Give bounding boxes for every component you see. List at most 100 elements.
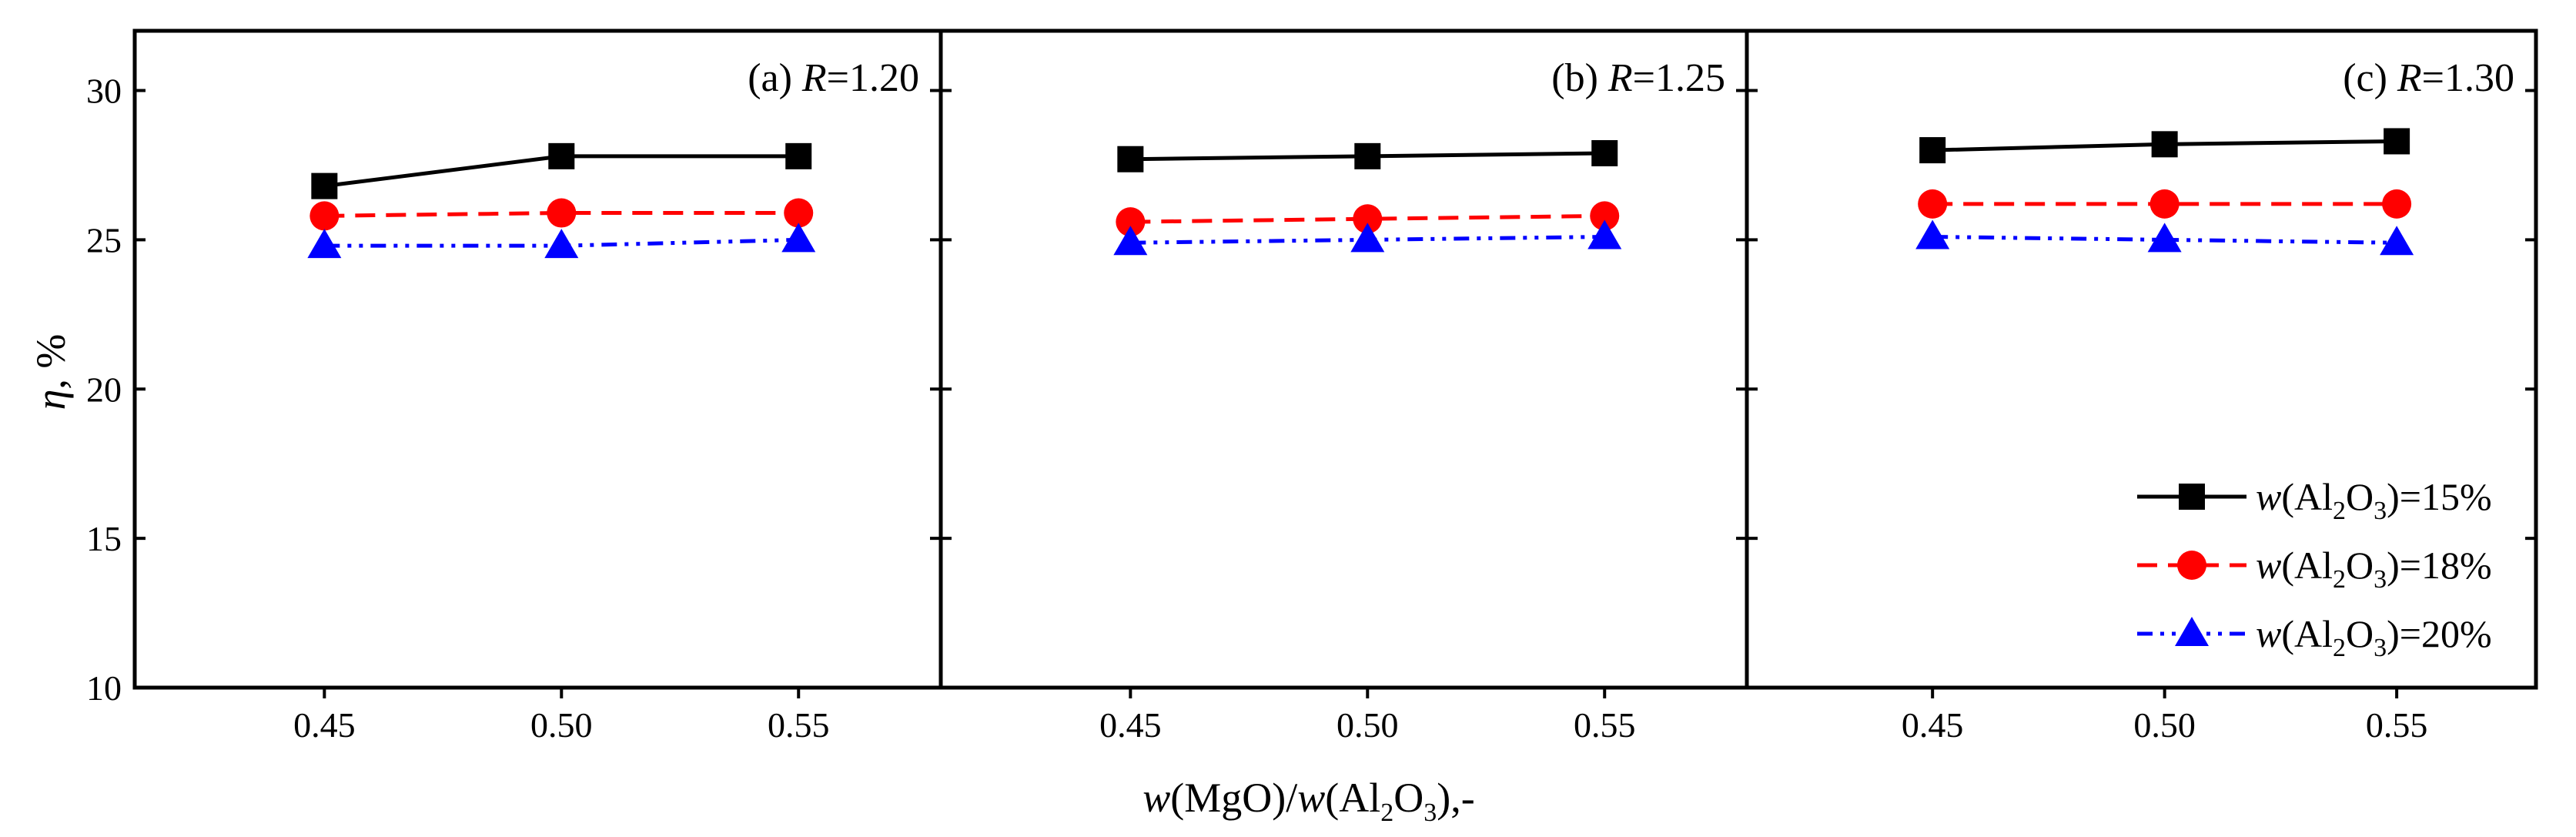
legend-label-part: )=20% <box>2387 612 2492 655</box>
data-point-series-2 <box>547 198 577 228</box>
data-point-series-3 <box>2147 223 2182 253</box>
panel-label-letter: (b) <box>1551 56 1608 100</box>
y-axis-tick-labels: 10 15 20 25 30 <box>86 72 122 708</box>
y-tick-label: 20 <box>86 370 122 409</box>
legend-label-part: w <box>2256 612 2281 655</box>
legend-label: w(Al2O3)=15% <box>2256 475 2492 525</box>
data-point-series-1 <box>548 142 575 169</box>
data-point-series-3 <box>781 223 816 253</box>
legend-label-part: )=18% <box>2387 544 2492 587</box>
x-tick-label: 0.50 <box>530 705 593 745</box>
legend-label-part: 3 <box>2374 634 2387 662</box>
plot-frame <box>1745 28 2538 690</box>
plot-frame <box>132 28 943 690</box>
series-line-2 <box>324 211 799 218</box>
data-point-series-3 <box>1350 223 1385 253</box>
x-tick-label: 0.55 <box>1574 705 1636 745</box>
data-point-series-2 <box>784 198 814 228</box>
panel-label-value: =1.30 <box>2422 56 2514 100</box>
legend-label: w(Al2O3)=20% <box>2256 612 2492 662</box>
legend-label-part: O <box>2346 612 2374 655</box>
panel-label-value: =1.25 <box>1633 56 1725 100</box>
y-tick-label: 15 <box>86 519 122 558</box>
data-point-series-1 <box>1117 146 1144 172</box>
legend-marker <box>2175 617 2209 646</box>
y-tick-label: 30 <box>86 72 122 111</box>
panel-label: (a) R=1.20 <box>748 56 919 100</box>
legend-marker <box>2177 551 2206 580</box>
y-axis-unit: , % <box>28 334 74 390</box>
legend-label-part: 2 <box>2333 497 2346 525</box>
panel-label-letter: (a) <box>748 56 802 100</box>
series-line-2 <box>1130 213 1605 224</box>
legend-label-part: O <box>2346 475 2374 518</box>
panel-label-value: =1.20 <box>827 56 919 100</box>
data-point-series-3 <box>1915 219 1950 249</box>
panel-label: (c) R=1.30 <box>2343 56 2514 100</box>
legend-label-part: (Al <box>2281 612 2333 655</box>
data-point-series-2 <box>1918 189 1948 219</box>
legend-label-part: O <box>2346 544 2374 587</box>
x-tick-label: 0.50 <box>2133 705 2196 745</box>
panel-label-letter: (c) <box>2343 56 2397 100</box>
legend-label-part: 2 <box>2333 565 2346 594</box>
data-point-series-3 <box>2380 226 2414 256</box>
y-axis-title: η, % <box>28 334 74 410</box>
legend-item-2: w(Al2O3)=18% <box>2137 544 2492 594</box>
panel-b: 0.45 0.50 0.55 (b) R=1.25 <box>938 28 1749 745</box>
x-tick-label: 0.45 <box>293 705 356 745</box>
data-point-series-1 <box>1354 142 1381 169</box>
x-axis-title-sub2: 3 <box>1423 798 1437 827</box>
y-axis-symbol: η <box>28 390 74 410</box>
legend-label-part: (Al <box>2281 544 2333 587</box>
legend: w(Al2O3)=15%w(Al2O3)=18%w(Al2O3)=20% <box>2137 475 2492 662</box>
x-tick-label: 0.45 <box>1902 705 1964 745</box>
data-point-series-1 <box>785 142 812 169</box>
legend-item-3: w(Al2O3)=20% <box>2137 612 2492 662</box>
legend-label-part: 2 <box>2333 634 2346 662</box>
legend-label-part: 3 <box>2374 497 2387 525</box>
data-point-series-2 <box>2149 189 2180 219</box>
x-axis-title-w2: w <box>1297 775 1325 821</box>
data-point-series-3 <box>307 229 342 259</box>
x-axis-title-sub1: 2 <box>1380 798 1393 827</box>
x-axis-title-p3: O <box>1393 775 1423 821</box>
x-tick-label: 0.55 <box>2366 705 2428 745</box>
legend-label-part: 3 <box>2374 565 2387 594</box>
data-point-series-3 <box>544 229 579 259</box>
data-point-series-2 <box>1116 207 1146 237</box>
x-axis-title-w1: w <box>1142 775 1170 821</box>
data-point-series-2 <box>2382 189 2412 219</box>
panels: 0.45 0.50 0.55(a) R=1.200.45 0.50 0.55(b) R=… <box>132 28 2538 745</box>
panel-label: (b) R=1.25 <box>1551 56 1725 100</box>
data-point-series-1 <box>311 172 338 199</box>
data-point-series-1 <box>2151 131 2178 158</box>
panel-a: 0.45 0.50 0.55 (a) R=1.20 <box>132 28 943 745</box>
panel-c: 0.45 0.50 0.55 (c) R=1.30 <box>1745 28 2538 745</box>
legend-label-part: w <box>2256 544 2281 587</box>
plot-frame <box>938 28 1749 690</box>
x-tick-label: 0.55 <box>768 705 830 745</box>
data-point-series-1 <box>1591 139 1618 166</box>
x-axis-title-p1: (MgO)/ <box>1170 775 1297 821</box>
legend-marker <box>2179 484 2205 510</box>
data-point-series-2 <box>1353 204 1383 234</box>
data-point-series-3 <box>1587 219 1622 249</box>
legend-label-part: )=15% <box>2387 475 2492 518</box>
legend-label: w(Al2O3)=18% <box>2256 544 2492 594</box>
y-tick-label: 25 <box>86 220 122 259</box>
x-tick-label: 0.45 <box>1099 705 1162 745</box>
legend-item-1: w(Al2O3)=15% <box>2137 475 2492 525</box>
data-point-series-1 <box>2384 128 2410 155</box>
data-point-series-1 <box>1919 137 1946 164</box>
x-axis-title-p2: (Al <box>1325 775 1380 821</box>
x-axis-title-p4: ),- <box>1437 775 1474 821</box>
data-point-series-2 <box>309 201 340 231</box>
panel-label-symbol: R <box>2397 56 2422 100</box>
y-tick-label: 10 <box>86 668 122 708</box>
panel-label-symbol: R <box>1607 56 1633 100</box>
legend-label-part: w <box>2256 475 2281 518</box>
x-tick-label: 0.50 <box>1337 705 1399 745</box>
x-axis-title: w(MgO)/w(Al2O3),- <box>1142 775 1475 827</box>
